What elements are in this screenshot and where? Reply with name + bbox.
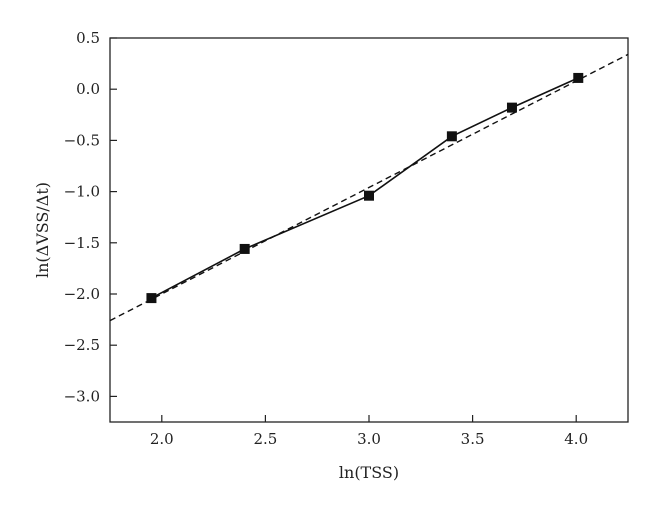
y-tick-label: −1.5 [64,234,100,252]
y-tick-label: −3.0 [64,387,100,405]
x-tick-label: 4.0 [564,430,588,448]
x-axis-ticks: 2.0 2.5 3.0 3.5 4.0 [150,415,588,448]
plot-frame [109,37,629,423]
fit-line-dashed [109,53,629,322]
data-point-marker [506,102,517,113]
x-tick-label: 3.5 [461,430,485,448]
x-tick-label: 3.0 [357,430,381,448]
y-tick-label: −2.0 [64,285,100,303]
x-axis-title: ln(TSS) [339,463,399,482]
y-axis-title: ln(ΔVSS/Δt) [33,182,52,278]
data-point-marker [239,243,250,254]
y-tick-label: −2.5 [64,336,100,354]
y-tick-label: 0.0 [76,80,100,98]
x-tick-label: 2.5 [253,430,277,448]
y-tick-label: 0.5 [76,29,100,47]
data-point-marker [364,190,374,201]
y-tick-label: −0.5 [64,131,100,149]
y-axis-ticks: 0.5 0.0 −0.5 −1.0 −1.5 −2.0 −2.5 −3.0 [64,29,117,405]
data-point-marker [573,72,584,83]
plot-area [109,37,629,423]
series-line [151,77,579,299]
y-tick-label: −1.0 [64,183,100,201]
data-point-marker [446,131,457,142]
x-tick-label: 2.0 [150,430,174,448]
data-point-marker [146,293,157,304]
